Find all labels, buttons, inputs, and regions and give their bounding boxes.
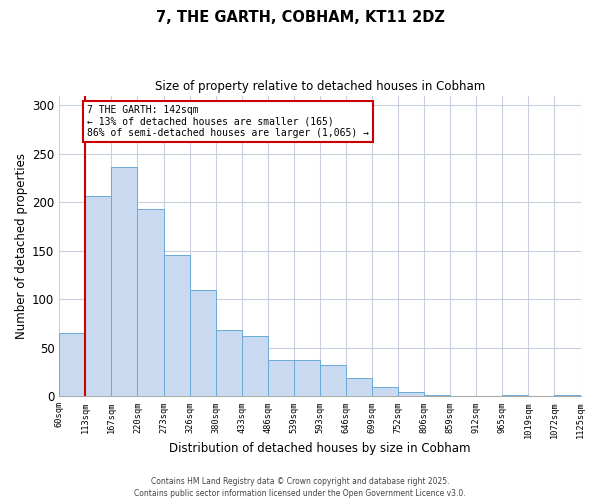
Bar [164,254,190,396]
Text: 7 THE GARTH: 142sqm
← 13% of detached houses are smaller (165)
86% of semi-detac: 7 THE GARTH: 142sqm ← 13% of detached ho… [86,106,368,138]
Bar [242,336,268,396]
Bar [59,333,85,396]
Bar [346,378,372,396]
Text: 7, THE GARTH, COBHAM, KT11 2DZ: 7, THE GARTH, COBHAM, KT11 2DZ [155,10,445,25]
Bar [268,360,294,396]
X-axis label: Distribution of detached houses by size in Cobham: Distribution of detached houses by size … [169,442,470,455]
Bar [85,196,112,396]
Bar [215,330,242,396]
Bar [372,388,398,396]
Text: Contains HM Land Registry data © Crown copyright and database right 2025.
Contai: Contains HM Land Registry data © Crown c… [134,476,466,498]
Title: Size of property relative to detached houses in Cobham: Size of property relative to detached ho… [155,80,485,93]
Bar [320,365,346,396]
Bar [190,290,215,396]
Bar [137,209,164,396]
Bar [112,168,137,396]
Bar [294,360,320,396]
Y-axis label: Number of detached properties: Number of detached properties [15,153,28,339]
Bar [398,392,424,396]
